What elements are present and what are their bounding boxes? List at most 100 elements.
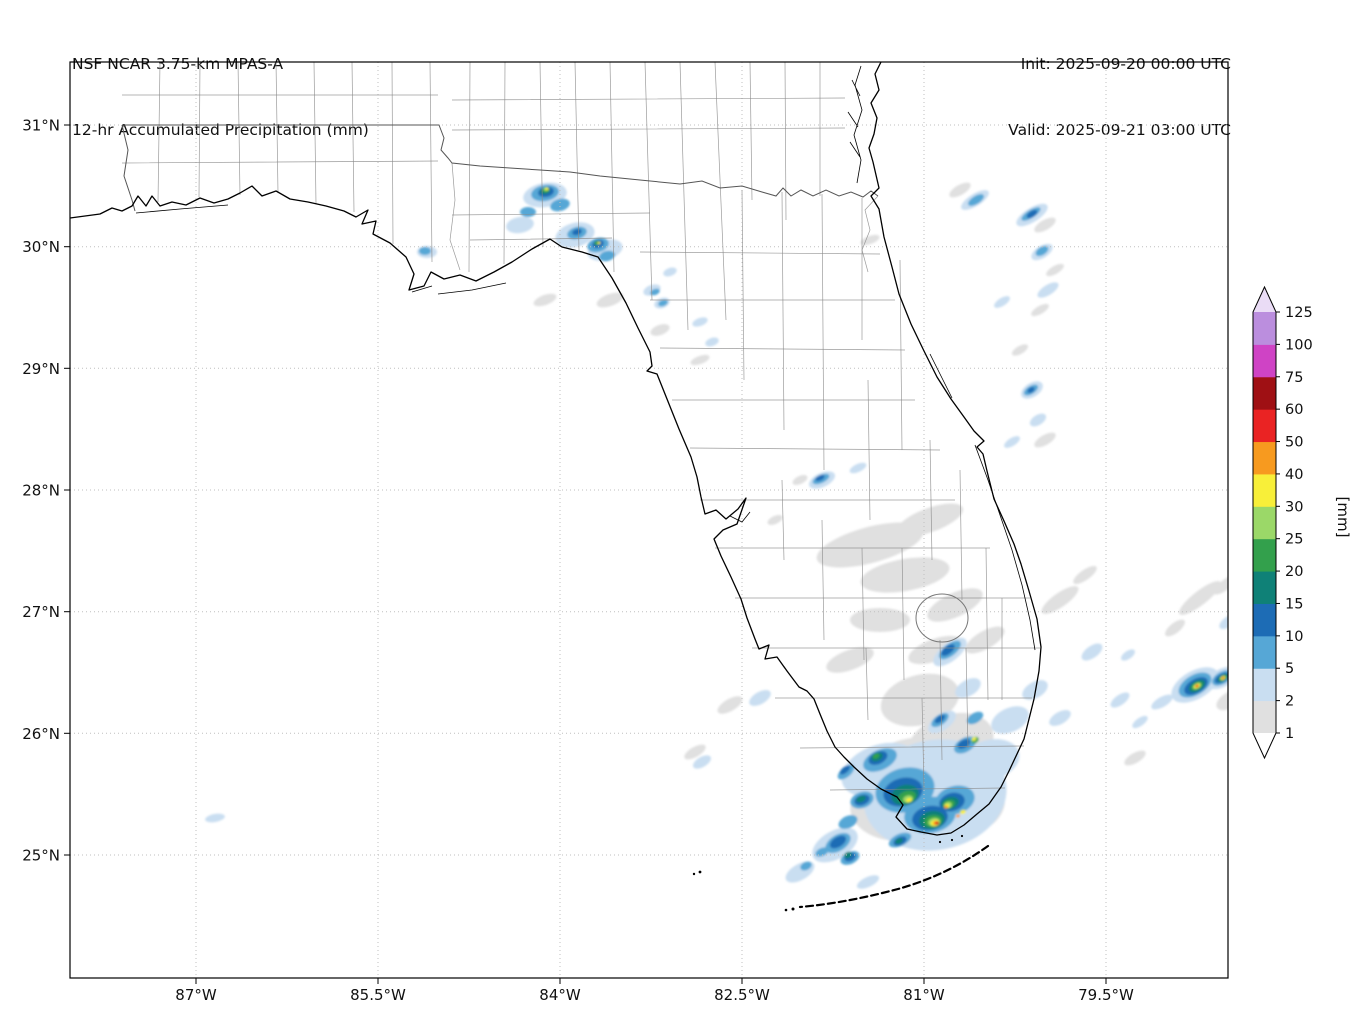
precip-cell: [1026, 209, 1038, 219]
island-dot: [938, 840, 942, 844]
precip-cell: [941, 644, 955, 656]
precip-cell: [594, 240, 600, 246]
precip-cell: [955, 678, 981, 698]
precip-cell: [690, 354, 710, 366]
precip-cell: [572, 228, 582, 236]
precip-cell: [1165, 619, 1185, 637]
precip-cell: [800, 861, 812, 871]
precip-cell: [1041, 586, 1079, 614]
colorbar-under-arrow: [1253, 733, 1276, 758]
lat-tick-label: 27°N: [22, 603, 60, 621]
lat-tick-label: 25°N: [22, 847, 60, 865]
precip-cell: [880, 673, 960, 727]
precip-cell: [1151, 694, 1173, 710]
precip-cell: [1213, 575, 1228, 595]
precip-cell: [895, 838, 903, 844]
init-time: Init: 2025-09-20 00:00 UTC: [1020, 55, 1231, 73]
precip-cell: [684, 744, 706, 760]
colorbar-band: [1253, 700, 1276, 734]
precipitation-layer: [205, 182, 1228, 889]
precip-cell: [792, 475, 808, 485]
lon-tick-label: 82.5°W: [714, 986, 770, 1004]
precip-cell: [829, 835, 847, 849]
lon-tick-label: 84°W: [539, 986, 581, 1004]
precip-cell: [545, 187, 549, 191]
precip-cell: [826, 647, 874, 673]
colorbar-over-arrow: [1253, 287, 1276, 312]
island-dot: [784, 908, 788, 912]
precip-cell: [896, 503, 964, 537]
precip-cell: [1195, 684, 1199, 688]
model-title: NSF NCAR 3.75-km MPAS-A: [72, 55, 284, 73]
precip-cell: [650, 324, 670, 336]
precip-cell: [1081, 643, 1103, 661]
precip-cell: [815, 847, 829, 857]
colorbar-tick-label: 10: [1285, 629, 1303, 645]
precip-cell: [1121, 649, 1135, 661]
colorbar-tick-label: 100: [1285, 337, 1313, 353]
precip-cell: [966, 711, 984, 725]
state-borders: [121, 124, 879, 212]
lat-tick-label: 29°N: [22, 360, 60, 378]
precip-cell: [906, 797, 912, 803]
island-dot: [950, 838, 954, 842]
precip-cell: [927, 588, 983, 622]
precip-cell: [838, 815, 858, 829]
precip-cell: [849, 462, 867, 474]
precip-cell: [663, 267, 677, 277]
lat-tick-label: 31°N: [22, 117, 60, 135]
precip-cell: [1011, 344, 1029, 356]
colorbar-band: [1253, 409, 1276, 443]
colorbar-tick-label: 25: [1285, 532, 1303, 548]
precip-cell: [1073, 565, 1097, 585]
precip-cell: [972, 737, 976, 741]
precip-cell: [597, 241, 601, 245]
colorbar-band: [1253, 376, 1276, 410]
precip-cell: [717, 696, 743, 714]
precip-cell: [1035, 245, 1049, 257]
colorbar-tick-label: 60: [1285, 402, 1303, 418]
colorbar-band: [1253, 571, 1276, 604]
colorbar-tick-label: 75: [1285, 370, 1303, 386]
precip-cell: [1216, 689, 1228, 711]
colorbar-tick-label: 2: [1285, 694, 1294, 710]
lon-tick-label: 79.5°W: [1078, 986, 1134, 1004]
precip-cell: [419, 247, 431, 255]
lat-tick-label: 28°N: [22, 482, 60, 500]
coastline: [70, 62, 1042, 836]
colorbar-band: [1253, 635, 1276, 669]
map-frame: [69, 61, 1229, 979]
lat-tick-label: 26°N: [22, 725, 60, 743]
colorbar-band: [1253, 603, 1276, 637]
colorbar-band: [1253, 506, 1276, 540]
precip-cell: [960, 739, 1020, 781]
precip-cell: [1029, 413, 1047, 427]
colorbar-tick-label: 40: [1285, 467, 1303, 483]
precip-cell: [856, 875, 880, 889]
precip-cell: [994, 296, 1010, 308]
colorbar-tick-label: 20: [1285, 564, 1303, 580]
lon-tick-label: 87°W: [175, 986, 217, 1004]
precip-cell: [1027, 387, 1035, 393]
precip-cell: [705, 337, 719, 347]
precip-cell: [1222, 677, 1224, 679]
precip-cell: [949, 182, 971, 198]
precip-cell: [1049, 710, 1071, 726]
precip-cell: [1124, 750, 1146, 766]
colorbar-tick-label: 125: [1285, 305, 1313, 321]
precip-cell: [658, 299, 668, 307]
colorbar-tick-label: 50: [1285, 435, 1303, 451]
lon-tick-label: 81°W: [903, 986, 945, 1004]
precip-cell: [1034, 432, 1056, 448]
precip-cell: [1046, 263, 1064, 277]
precip-cell: [767, 515, 783, 525]
precip-cell: [815, 474, 825, 482]
precip-cell: [844, 851, 852, 859]
precip-cell: [749, 690, 771, 706]
colorbar-band: [1253, 473, 1276, 507]
colorbar-band: [1253, 312, 1276, 345]
colorbar-tick-label: 5: [1285, 661, 1294, 677]
precip-cell: [850, 608, 910, 632]
colorbar-band: [1253, 538, 1276, 572]
